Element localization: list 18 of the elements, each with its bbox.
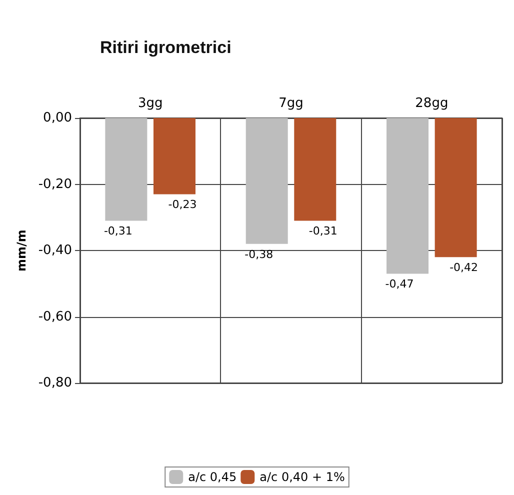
y-axis-title: mm/m [14, 230, 28, 272]
data-label: -0,31 [104, 224, 132, 238]
y-tick-label: -0,60 [38, 309, 72, 324]
data-label: -0,42 [450, 261, 478, 274]
x-tick-label: 28gg [415, 96, 448, 111]
x-tick-label: 3gg [138, 96, 163, 111]
data-label: -0,23 [168, 198, 197, 212]
y-tick-label: -0,40 [38, 243, 72, 258]
chart-title: Ritiri igrometrici [100, 38, 232, 57]
y-tick-label: -0,20 [38, 176, 72, 192]
data-label: -0,38 [244, 248, 274, 261]
legend-label: a/c 0,45 [188, 470, 237, 484]
data-label: -0,31 [308, 224, 338, 238]
data-label: -0,47 [385, 278, 414, 291]
legend-label: a/c 0,40 + 1% [260, 470, 345, 484]
x-tick-label: 7gg [278, 96, 304, 111]
y-tick-label: -0,80 [38, 376, 72, 390]
y-tick-label: 0,00 [43, 110, 72, 126]
